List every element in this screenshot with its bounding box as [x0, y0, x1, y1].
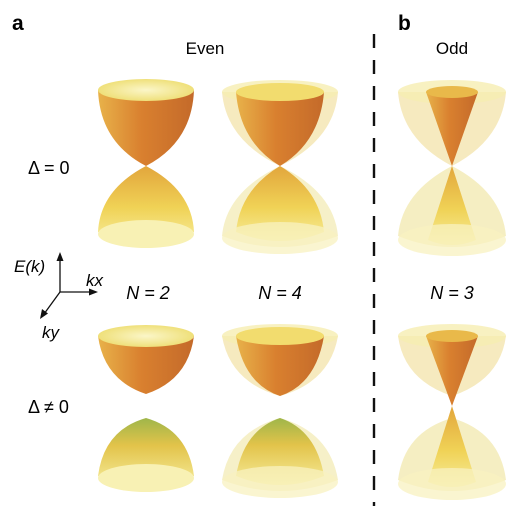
- upper-band: [98, 336, 194, 394]
- band-n2-gapped: [98, 325, 194, 492]
- row-label-gapless: Δ = 0: [28, 158, 70, 178]
- panel-title-odd: Odd: [436, 39, 468, 58]
- upper-band-rim: [98, 79, 194, 101]
- lower-band-rim: [222, 222, 338, 254]
- lower-band-rim: [98, 220, 194, 248]
- kx-axis-arrowhead: [89, 288, 98, 296]
- band-n3-gapped: [398, 324, 506, 500]
- cone-lower-band: [428, 406, 476, 487]
- cone-upper-rim: [426, 86, 478, 98]
- column-label-n3: N = 3: [430, 283, 474, 303]
- inner-lower-band: [236, 166, 324, 241]
- ky-axis-arrowhead: [40, 309, 48, 319]
- upper-band: [98, 90, 194, 166]
- cone-upper-band: [426, 92, 478, 166]
- lower-band-rim: [98, 464, 194, 492]
- panel-title-even: Even: [186, 39, 225, 58]
- cone-upper-band: [426, 336, 478, 406]
- band-n2-gapless: [98, 79, 194, 248]
- band-n4-gapless: [222, 80, 338, 254]
- ky-axis-line: [43, 291, 61, 315]
- k-axes-indicator: [40, 252, 98, 319]
- column-label-n2: N = 2: [126, 283, 170, 303]
- lower-band-rim: [398, 224, 506, 256]
- panel-letter-a: a: [12, 12, 24, 35]
- ky-axis-label: ky: [42, 323, 61, 342]
- inner-upper-rim: [236, 327, 324, 345]
- band-n3-gapless: [398, 80, 506, 256]
- lower-band-rim: [398, 468, 506, 500]
- inner-upper-band: [236, 92, 324, 166]
- band-n4-gapped: [222, 324, 338, 498]
- panel-letter-b: b: [398, 12, 411, 35]
- energy-axis-arrowhead: [56, 252, 64, 261]
- energy-axis-label: E(k): [14, 257, 45, 276]
- upper-band-rim: [98, 325, 194, 347]
- inner-upper-rim: [236, 83, 324, 101]
- row-label-gapped: Δ ≠ 0: [28, 397, 69, 417]
- cone-upper-rim: [426, 330, 478, 342]
- inner-upper-band: [236, 336, 324, 396]
- kx-axis-label: kx: [86, 271, 104, 290]
- column-label-n4: N = 4: [258, 283, 302, 303]
- lower-band-rim: [222, 466, 338, 498]
